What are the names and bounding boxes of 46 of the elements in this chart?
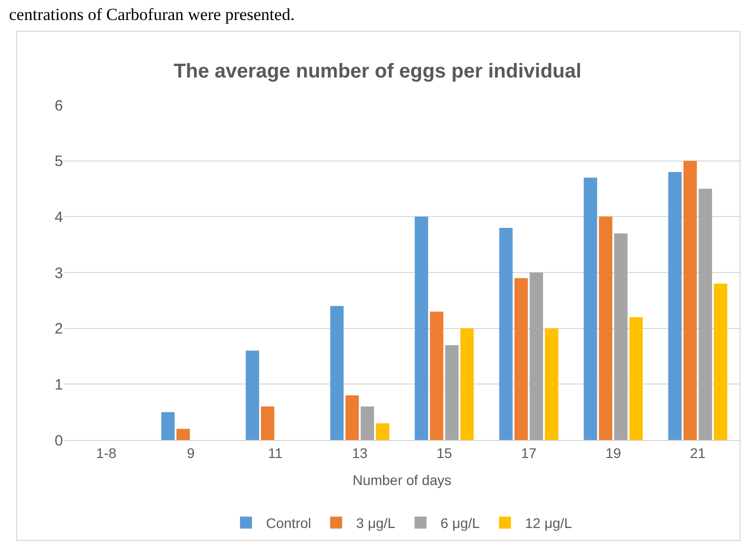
x-axis-title: Number of days: [352, 472, 452, 488]
bar: [161, 412, 175, 440]
bar: [629, 317, 643, 440]
text: centrations of Carbofuran were presented.: [9, 5, 295, 24]
bar: [176, 428, 190, 440]
bar: [668, 172, 682, 440]
x-tick-label: 17: [520, 444, 537, 461]
bar: [499, 228, 513, 440]
bar: [530, 272, 544, 440]
bar: [514, 278, 528, 440]
bar: [544, 328, 558, 440]
bar: [714, 284, 728, 440]
x-tick-label: 13: [352, 444, 368, 461]
y-tick-label: 0: [54, 432, 63, 450]
legend-label: 3 μg/L: [356, 515, 396, 532]
bar: [360, 406, 374, 440]
bar: [260, 406, 274, 440]
bar: [683, 160, 697, 440]
x-tick-label: 19: [605, 444, 622, 461]
y-tick-label: 2: [54, 320, 63, 338]
y-tick-label: 1: [54, 376, 63, 394]
legend-label: 6 μg/L: [440, 515, 480, 532]
bar: [430, 312, 444, 440]
x-tick-label: 11: [268, 444, 283, 461]
x-tick-label: 1-8: [96, 444, 117, 461]
bar: [584, 178, 598, 440]
y-tick-label: 4: [54, 208, 63, 226]
legend-label: 12 μg/L: [524, 515, 572, 532]
bar: [345, 395, 359, 440]
x-tick-label: 21: [690, 444, 706, 461]
y-tick-label: 5: [54, 153, 63, 170]
bar: [460, 328, 474, 440]
bar: [614, 233, 628, 440]
chart-title: The average number of eggs per individual: [174, 60, 582, 82]
x-tick-label: 15: [436, 444, 452, 461]
y-tick-label: 3: [54, 264, 63, 282]
x-tick-label: 9: [186, 444, 195, 461]
bar: [414, 216, 428, 440]
bar: [376, 423, 390, 440]
bar: [246, 350, 260, 440]
y-tick-label: 6: [54, 97, 63, 114]
bar: [330, 306, 344, 440]
legend-label: Control: [266, 515, 312, 532]
bar: [445, 345, 459, 440]
bar: [598, 216, 612, 440]
bar: [698, 188, 712, 440]
